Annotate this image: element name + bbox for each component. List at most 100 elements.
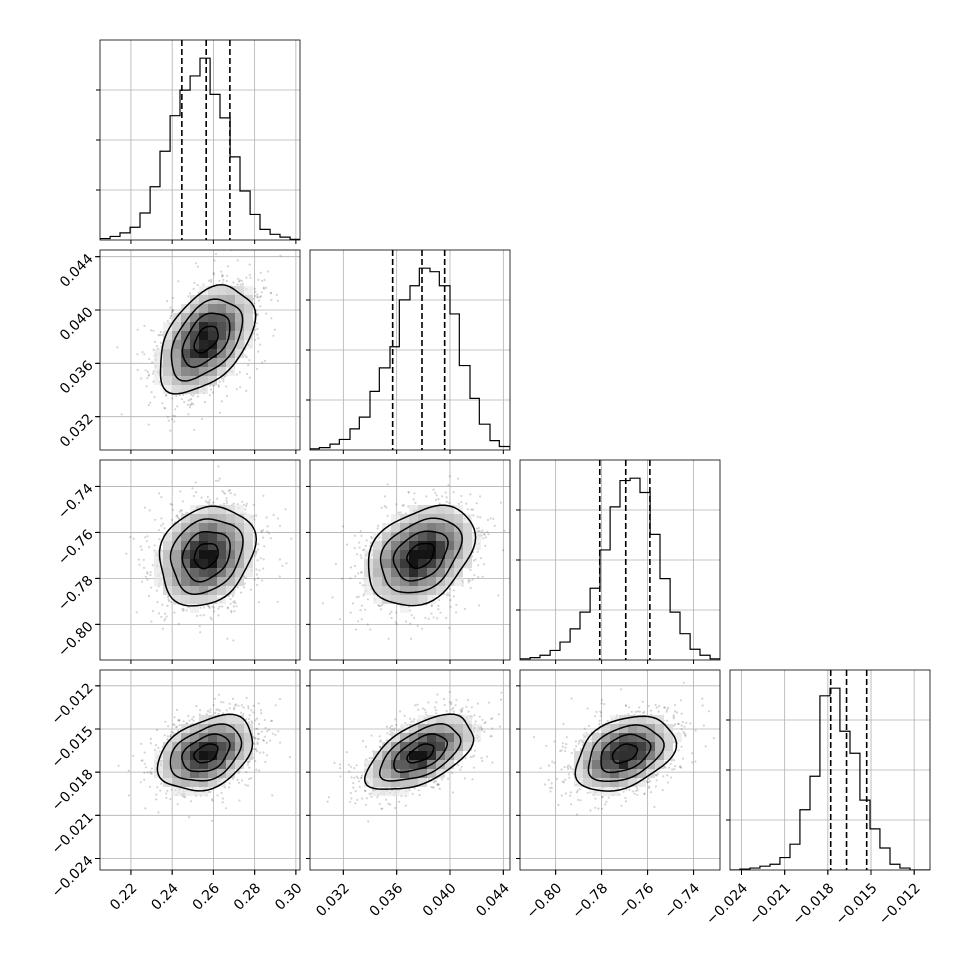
density-cell: [163, 376, 172, 385]
sample-point: [155, 344, 158, 348]
density-cell: [235, 532, 244, 541]
sample-point: [409, 637, 413, 641]
sample-point: [189, 398, 192, 401]
sample-point: [472, 559, 476, 562]
sample-point: [147, 403, 150, 407]
sample-point: [125, 552, 128, 555]
density-cell: [190, 349, 199, 358]
sample-point: [271, 794, 274, 797]
sample-point: [261, 579, 264, 582]
sample-point: [248, 376, 251, 379]
density-cell: [199, 505, 208, 514]
density-cell: [181, 568, 190, 577]
sample-point: [460, 500, 463, 503]
sample-point: [474, 558, 477, 561]
density-cell: [400, 568, 409, 577]
sample-point: [230, 609, 233, 613]
sample-point: [159, 334, 162, 337]
sample-point: [380, 506, 383, 509]
sample-point: [181, 500, 184, 503]
sample-point: [153, 395, 156, 399]
density-cell: [163, 322, 172, 331]
density-cell: [436, 505, 445, 514]
sample-point: [351, 602, 355, 605]
density-cell: [463, 541, 472, 550]
sample-point: [168, 599, 171, 603]
density-cell: [172, 349, 181, 358]
density-cell: [154, 559, 163, 568]
sample-point: [257, 350, 260, 353]
sample-point: [435, 494, 438, 497]
sample-point: [253, 578, 256, 581]
scatter-frame: [99, 249, 301, 451]
sample-point: [477, 526, 480, 530]
density-cell: [244, 550, 253, 559]
density-cell: [181, 340, 190, 349]
sample-point: [217, 614, 220, 617]
sample-point: [448, 475, 451, 478]
density-cell: [208, 577, 217, 586]
sample-point: [364, 544, 367, 548]
sample-point: [146, 572, 149, 575]
scatter-content: [100, 670, 300, 870]
sample-point: [213, 259, 216, 262]
sample-point: [177, 622, 180, 625]
density-cell: [445, 514, 454, 523]
sample-point: [236, 259, 239, 262]
sample-point: [157, 612, 161, 615]
sample-point: [360, 556, 363, 560]
sample-point: [159, 331, 162, 334]
sample-point: [370, 537, 373, 540]
sample-point: [210, 278, 213, 282]
sample-point: [245, 389, 248, 392]
sample-point: [257, 337, 260, 340]
density-cell: [454, 532, 463, 541]
density-cell: [373, 586, 382, 595]
sample-point: [207, 279, 211, 282]
sample-point: [482, 537, 485, 540]
sample-point: [232, 605, 235, 608]
sample-point: [259, 557, 262, 560]
sample-point: [208, 498, 211, 501]
sample-point: [227, 489, 230, 493]
density-cell: [181, 541, 190, 550]
density-cell: [400, 550, 409, 559]
sample-point: [173, 723, 176, 726]
density-cell: [208, 304, 217, 313]
density-cell: [445, 559, 454, 568]
density-cell: [181, 322, 190, 331]
density-cell: [382, 541, 391, 550]
sample-point: [218, 279, 221, 282]
sample-point: [178, 724, 181, 727]
density-cell: [436, 586, 445, 595]
sample-point: [161, 333, 164, 336]
sample-point: [172, 414, 175, 417]
density-cell: [391, 514, 400, 523]
sample-point: [161, 627, 164, 630]
sample-point: [263, 359, 267, 362]
sample-point: [397, 511, 400, 514]
sample-point: [150, 586, 153, 589]
sample-point: [254, 552, 258, 555]
sample-point: [290, 537, 293, 540]
sample-point: [349, 611, 352, 614]
density-cell: [199, 532, 208, 541]
density-cell: [163, 532, 172, 541]
sample-point: [225, 499, 228, 502]
density-cell: [163, 349, 172, 358]
sample-point: [413, 616, 416, 620]
sample-point: [221, 275, 224, 278]
sample-point: [140, 742, 143, 746]
sample-point: [357, 595, 360, 598]
sample-point: [255, 322, 259, 325]
density-cell: [190, 505, 199, 514]
sample-point: [479, 557, 483, 560]
sample-point: [261, 361, 264, 364]
sample-point: [208, 606, 211, 610]
density-cell: [244, 304, 253, 313]
sample-point: [269, 291, 273, 294]
density-cell: [463, 532, 472, 541]
density-cell: [181, 577, 190, 586]
sample-point: [412, 498, 415, 501]
